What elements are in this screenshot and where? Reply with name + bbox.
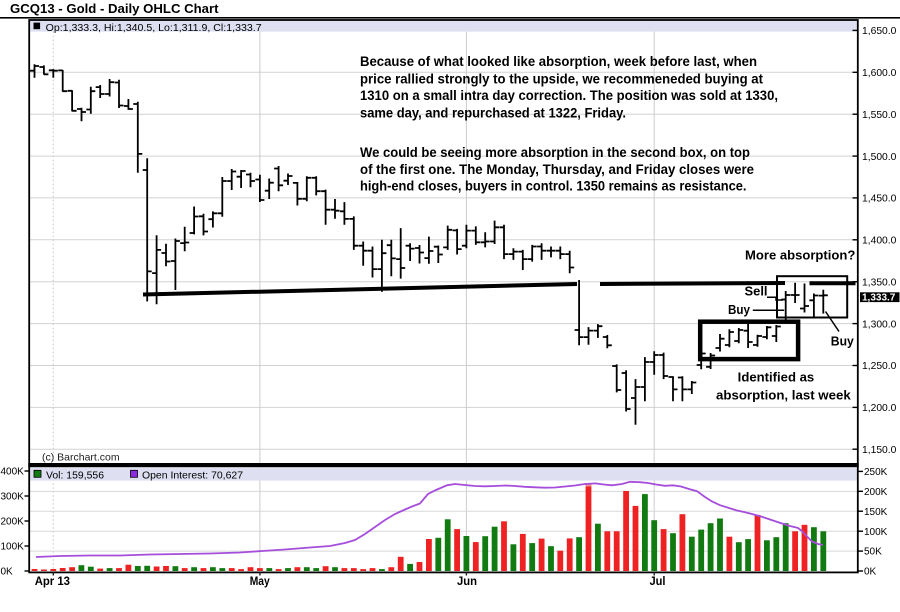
svg-text:Buy: Buy bbox=[831, 334, 855, 349]
svg-text:250K: 250K bbox=[864, 467, 888, 478]
svg-text:Jul: Jul bbox=[650, 575, 666, 588]
svg-text:200K: 200K bbox=[1, 517, 25, 528]
svg-text:0K: 0K bbox=[864, 567, 877, 578]
svg-text:100K: 100K bbox=[1, 542, 25, 553]
svg-text:absorption, last week: absorption, last week bbox=[716, 387, 852, 402]
svg-text:300K: 300K bbox=[1, 492, 25, 503]
svg-text:150K: 150K bbox=[864, 507, 888, 518]
svg-text:100K: 100K bbox=[864, 527, 888, 538]
svg-text:1,650.0: 1,650.0 bbox=[862, 26, 897, 37]
svg-text:May: May bbox=[250, 575, 270, 588]
svg-text:1,333.7: 1,333.7 bbox=[862, 292, 896, 303]
svg-text:GCQ13 - Gold - Daily OHLC Char: GCQ13 - Gold - Daily OHLC Chart bbox=[10, 1, 219, 16]
svg-text:Identified as: Identified as bbox=[738, 370, 815, 385]
svg-text:0K: 0K bbox=[1, 567, 14, 578]
svg-text:Apr 13: Apr 13 bbox=[35, 575, 71, 588]
svg-text:of the first one. The Monday,: of the first one. The Monday, Thursday, … bbox=[360, 161, 754, 177]
svg-text:50K: 50K bbox=[864, 547, 882, 558]
svg-text:1,300.0: 1,300.0 bbox=[862, 319, 897, 330]
svg-text:Jun: Jun bbox=[457, 575, 477, 588]
svg-text:(c) Barchart.com: (c) Barchart.com bbox=[42, 452, 120, 464]
svg-text:1310 on a small intra day corr: 1310 on a small intra day correction. Th… bbox=[360, 87, 778, 103]
svg-text:1,600.0: 1,600.0 bbox=[862, 68, 897, 79]
svg-text:Buy: Buy bbox=[728, 302, 751, 317]
svg-text:Because of what looked like ab: Because of what looked like absorption, … bbox=[360, 53, 757, 69]
svg-text:high-end closes, buyers in con: high-end closes, buyers in control. 1350… bbox=[360, 178, 747, 194]
svg-text:1,550.0: 1,550.0 bbox=[862, 110, 897, 121]
svg-text:1,250.0: 1,250.0 bbox=[862, 361, 897, 372]
svg-text:Open Interest: 70,627: Open Interest: 70,627 bbox=[142, 470, 243, 481]
svg-text:We could be seeing more absorp: We could be seeing more absorption in th… bbox=[360, 144, 750, 160]
svg-text:Op:1,333.3, Hi:1,340.5, Lo:1,3: Op:1,333.3, Hi:1,340.5, Lo:1,311.9, Cl:1… bbox=[46, 23, 262, 34]
svg-text:Vol: 159,556: Vol: 159,556 bbox=[46, 470, 104, 481]
svg-text:1,150.0: 1,150.0 bbox=[862, 445, 897, 456]
svg-text:1,200.0: 1,200.0 bbox=[862, 403, 897, 414]
svg-text:1,400.0: 1,400.0 bbox=[862, 236, 897, 247]
svg-text:200K: 200K bbox=[864, 487, 888, 498]
svg-text:same day, and repurchased at 1: same day, and repurchased at 1322, Frida… bbox=[360, 105, 626, 121]
svg-text:1,450.0: 1,450.0 bbox=[862, 194, 897, 205]
svg-text:400K: 400K bbox=[1, 467, 25, 478]
svg-text:More absorption?: More absorption? bbox=[745, 247, 855, 262]
svg-text:Sell: Sell bbox=[745, 283, 768, 298]
svg-text:1,500.0: 1,500.0 bbox=[862, 152, 897, 163]
svg-text:1,350.0: 1,350.0 bbox=[862, 277, 897, 288]
svg-text:price rallied strongly to the: price rallied strongly to the upside, we… bbox=[360, 70, 763, 86]
